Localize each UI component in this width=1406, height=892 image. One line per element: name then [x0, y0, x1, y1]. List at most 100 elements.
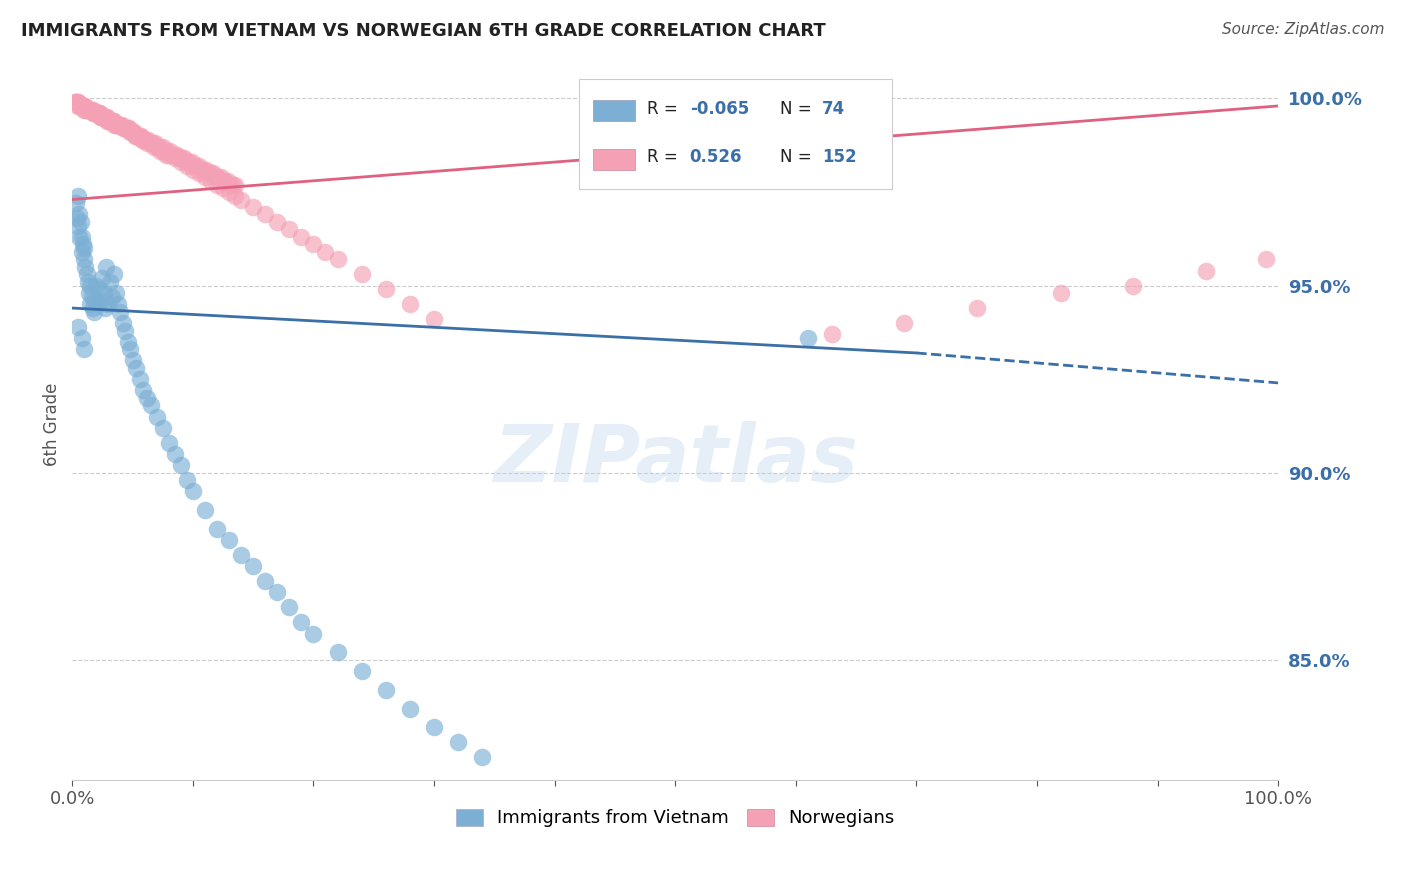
Point: [84, 106, 107, 120]
Point: [163, 152, 186, 166]
Point: [893, 316, 915, 330]
Point: [67, 95, 90, 110]
Point: [65, 95, 87, 110]
Point: [186, 159, 208, 173]
Point: [471, 750, 494, 764]
Point: [91, 110, 114, 124]
Point: [139, 398, 162, 412]
Point: [197, 166, 219, 180]
Point: [156, 144, 179, 158]
Point: [120, 342, 142, 356]
Point: [423, 312, 446, 326]
Point: [374, 682, 396, 697]
Point: [110, 305, 132, 319]
Point: [212, 174, 235, 188]
Point: [149, 140, 172, 154]
Point: [125, 128, 148, 143]
Point: [114, 121, 136, 136]
Point: [91, 271, 114, 285]
Point: [181, 162, 204, 177]
Point: [217, 174, 239, 188]
Point: [179, 155, 201, 169]
Point: [266, 215, 288, 229]
Point: [170, 155, 193, 169]
Point: [63, 95, 86, 110]
Point: [124, 128, 146, 143]
Point: [105, 118, 128, 132]
Point: [218, 185, 240, 199]
Point: [290, 615, 312, 630]
Point: [69, 215, 91, 229]
Point: [94, 110, 117, 124]
Point: [75, 99, 97, 113]
Point: [118, 121, 141, 136]
Point: [1254, 252, 1277, 267]
Point: [73, 252, 96, 267]
Point: [134, 133, 156, 147]
Point: [399, 701, 422, 715]
Legend: Immigrants from Vietnam, Norwegians: Immigrants from Vietnam, Norwegians: [449, 801, 903, 835]
Point: [70, 331, 93, 345]
Point: [77, 275, 100, 289]
Point: [79, 278, 101, 293]
Point: [212, 181, 235, 195]
Point: [111, 121, 134, 136]
Point: [111, 118, 134, 132]
Point: [152, 144, 174, 158]
Point: [278, 222, 301, 236]
Point: [219, 178, 242, 192]
Point: [86, 106, 108, 120]
Point: [101, 290, 124, 304]
Point: [135, 133, 157, 147]
Point: [121, 125, 143, 139]
Point: [166, 147, 188, 161]
Point: [89, 106, 111, 120]
Point: [136, 391, 159, 405]
FancyBboxPatch shape: [593, 149, 636, 169]
Point: [194, 503, 217, 517]
Point: [242, 559, 264, 574]
Point: [80, 103, 103, 117]
Point: [176, 159, 198, 173]
Point: [142, 136, 165, 151]
Point: [65, 95, 87, 110]
Point: [97, 114, 120, 128]
Point: [89, 293, 111, 308]
Point: [82, 301, 104, 315]
Point: [67, 99, 90, 113]
Point: [326, 252, 349, 267]
Point: [107, 297, 129, 311]
Point: [101, 114, 124, 128]
Point: [326, 645, 349, 659]
Point: [105, 118, 128, 132]
Point: [82, 103, 104, 117]
Point: [103, 114, 125, 128]
Point: [125, 360, 148, 375]
Point: [266, 585, 288, 599]
Point: [83, 106, 105, 120]
Point: [87, 106, 110, 120]
Point: [70, 230, 93, 244]
Point: [72, 99, 94, 113]
Point: [163, 447, 186, 461]
Point: [229, 193, 252, 207]
Y-axis label: 6th Grade: 6th Grade: [44, 383, 60, 466]
Point: [86, 106, 108, 120]
Point: [117, 121, 139, 136]
Point: [79, 103, 101, 117]
Point: [82, 106, 104, 120]
Point: [181, 484, 204, 499]
Point: [157, 147, 180, 161]
Point: [103, 268, 125, 282]
Point: [73, 241, 96, 255]
Point: [218, 533, 240, 547]
Point: [149, 144, 172, 158]
Point: [205, 178, 228, 192]
Point: [69, 99, 91, 113]
Point: [101, 114, 124, 128]
Point: [139, 136, 162, 151]
Point: [214, 174, 236, 188]
Point: [153, 144, 176, 158]
Point: [97, 297, 120, 311]
Text: IMMIGRANTS FROM VIETNAM VS NORWEGIAN 6TH GRADE CORRELATION CHART: IMMIGRANTS FROM VIETNAM VS NORWEGIAN 6TH…: [21, 22, 825, 40]
